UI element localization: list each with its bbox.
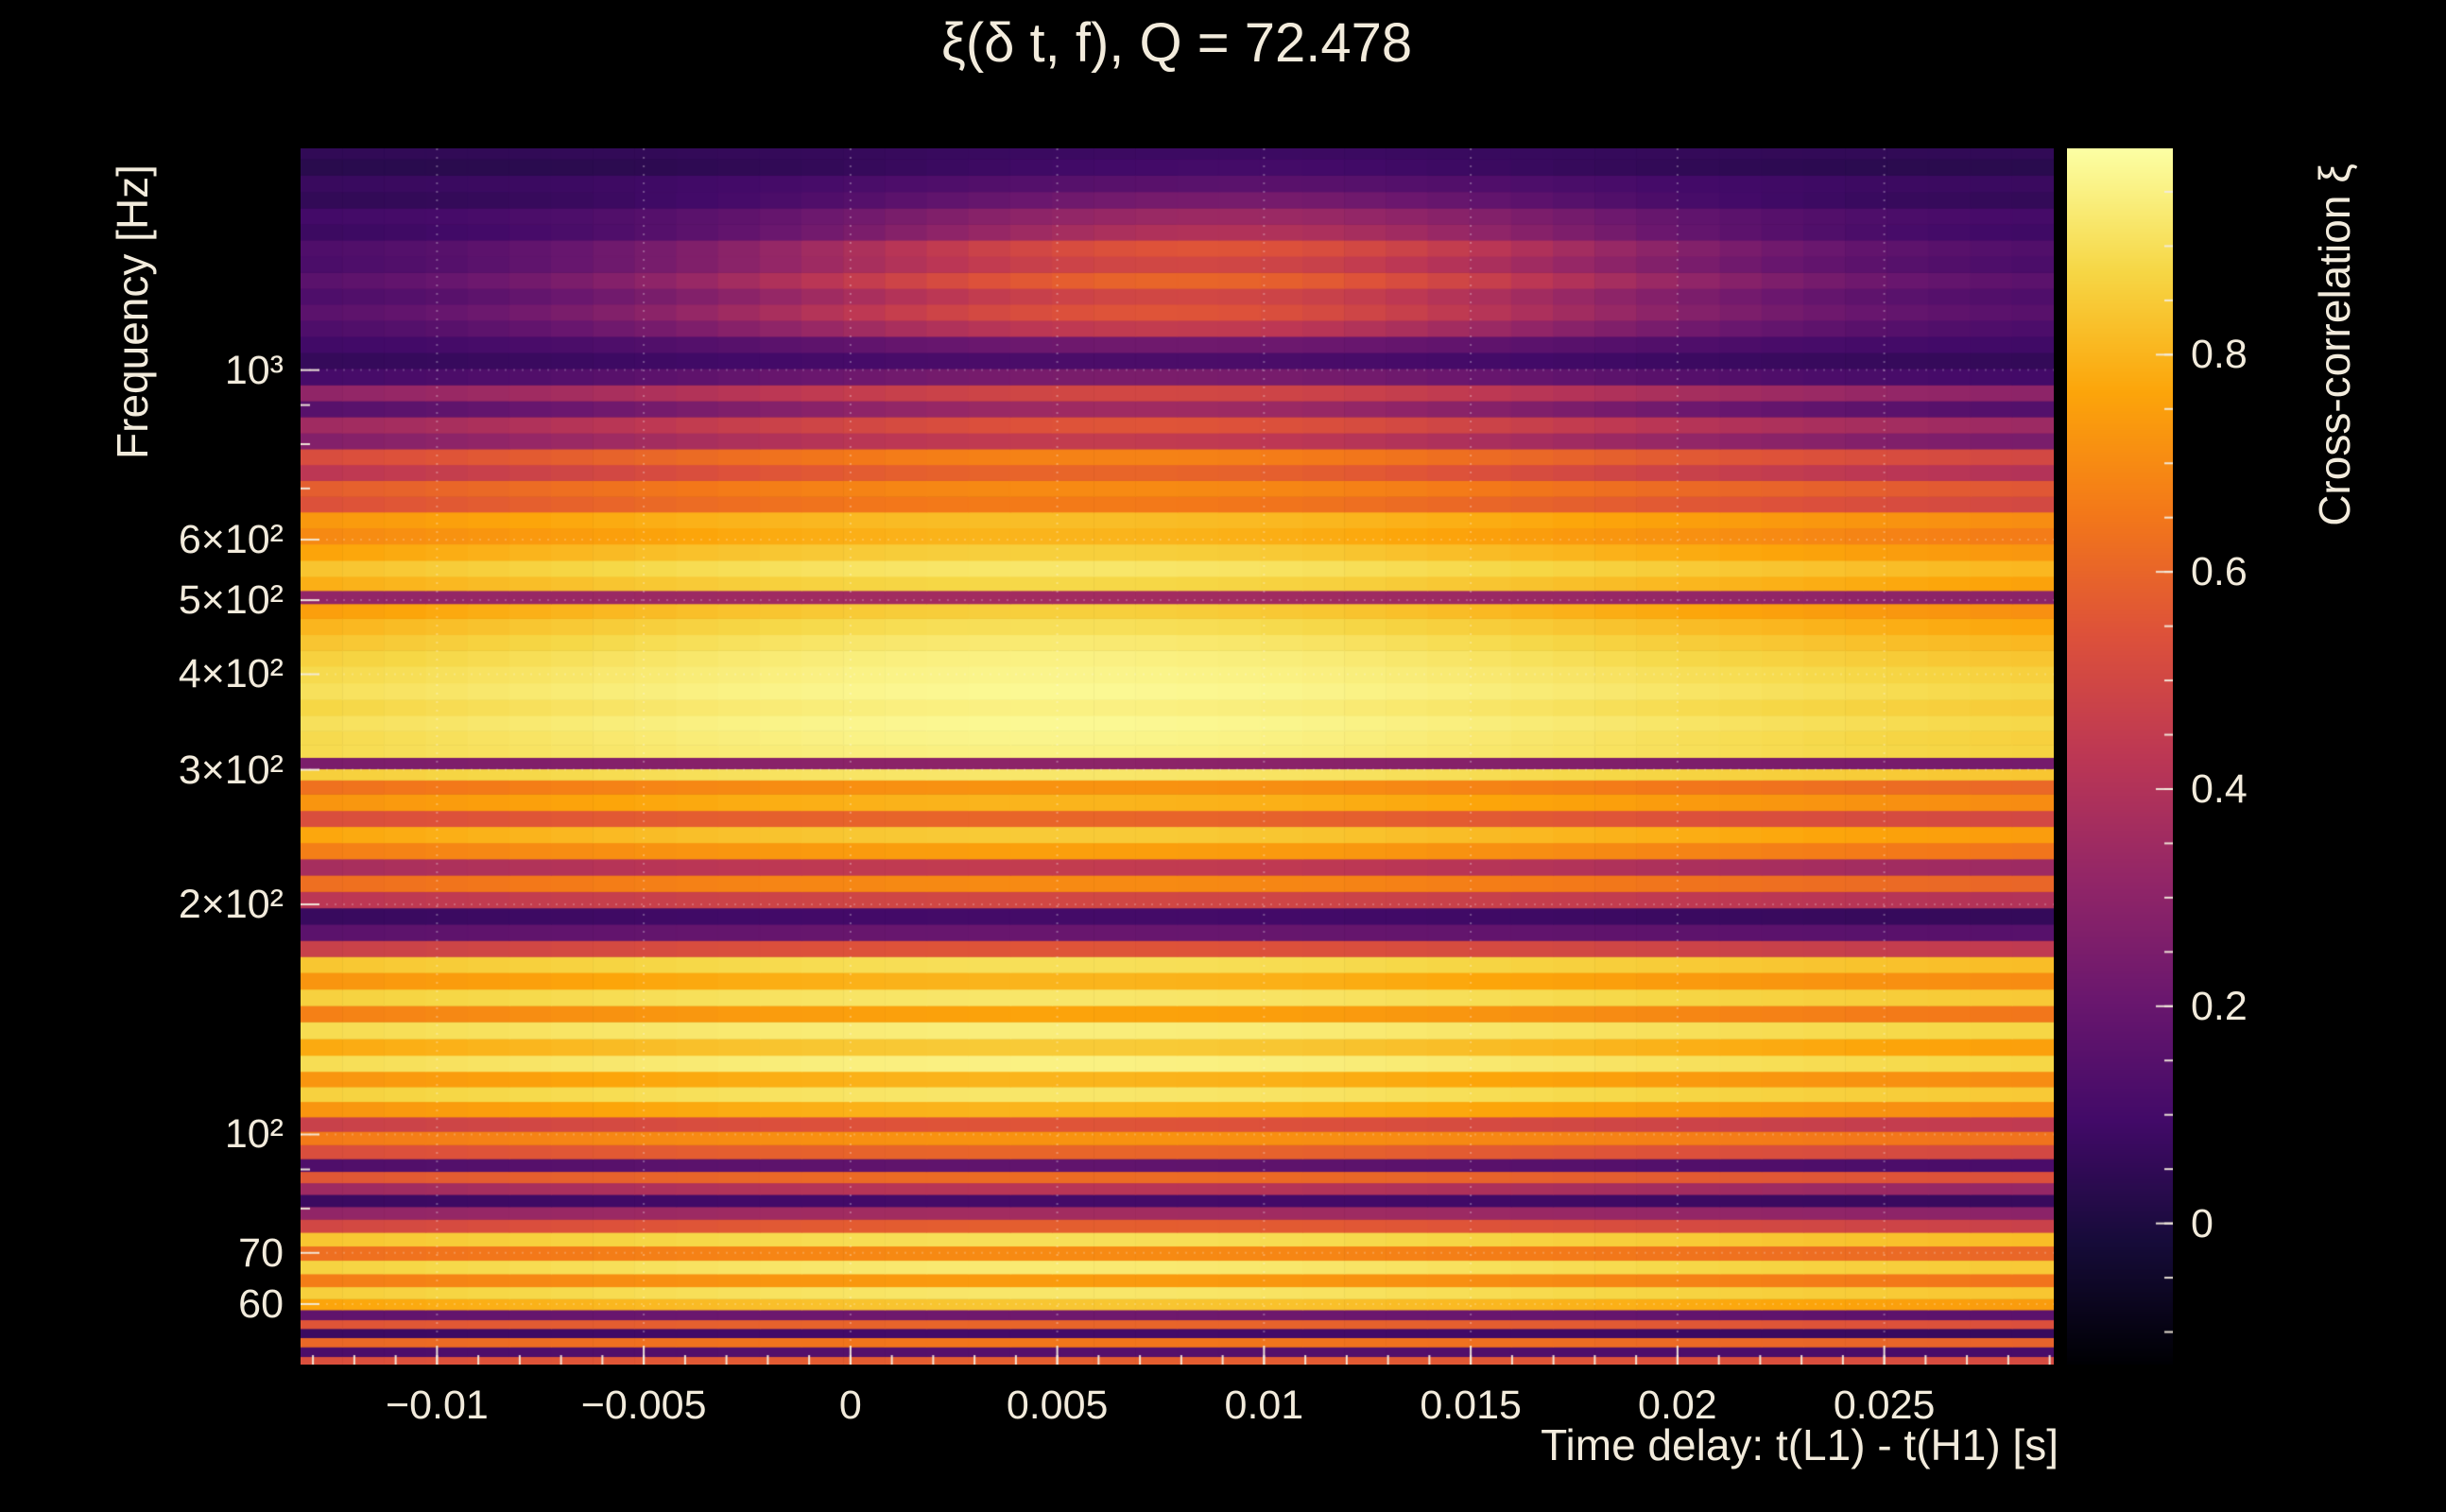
x-tick-label: −0.01: [385, 1383, 489, 1428]
x-tick-label: 0.015: [1420, 1383, 1522, 1428]
x-tick-label: 0.005: [1006, 1383, 1109, 1428]
colorbar-tick-label: 0.2: [2191, 983, 2248, 1029]
chart-title: ξ(δ t, f), Q = 72.478: [940, 12, 1413, 74]
y-axis-title: Frequency [Hz]: [108, 164, 157, 459]
y-tick-label: 60: [238, 1280, 284, 1327]
x-axis-title: Time delay: t(L1) - t(H1) [s]: [1541, 1420, 2058, 1469]
y-tick-label: 10³: [224, 347, 284, 393]
x-tick-label: 0.025: [1833, 1383, 1936, 1428]
y-tick-label: 6×10²: [178, 517, 284, 563]
y-tick-label: 70: [238, 1229, 284, 1276]
heatmap-canvas: [301, 148, 2054, 1365]
y-tick-label: 10²: [224, 1111, 284, 1158]
x-tick-label: 0.02: [1638, 1383, 1717, 1428]
x-tick-label: 0.01: [1224, 1383, 1304, 1428]
x-tick-label: −0.005: [580, 1383, 707, 1428]
y-tick-label: 5×10²: [178, 577, 284, 624]
colorbar-title: Cross-correlation ξ: [2310, 163, 2359, 526]
y-tick-label: 4×10²: [178, 651, 284, 697]
x-tick-label: 0: [838, 1383, 862, 1428]
colorbar-canvas: [2067, 148, 2173, 1365]
colorbar-tick-label: 0.6: [2191, 549, 2248, 595]
y-tick-label: 3×10²: [178, 747, 284, 793]
y-tick-label: 2×10²: [178, 881, 284, 927]
colorbar-tick-label: 0.8: [2191, 332, 2248, 378]
colorbar-tick-label: 0.4: [2191, 765, 2248, 812]
colorbar-tick-label: 0: [2191, 1200, 2213, 1246]
